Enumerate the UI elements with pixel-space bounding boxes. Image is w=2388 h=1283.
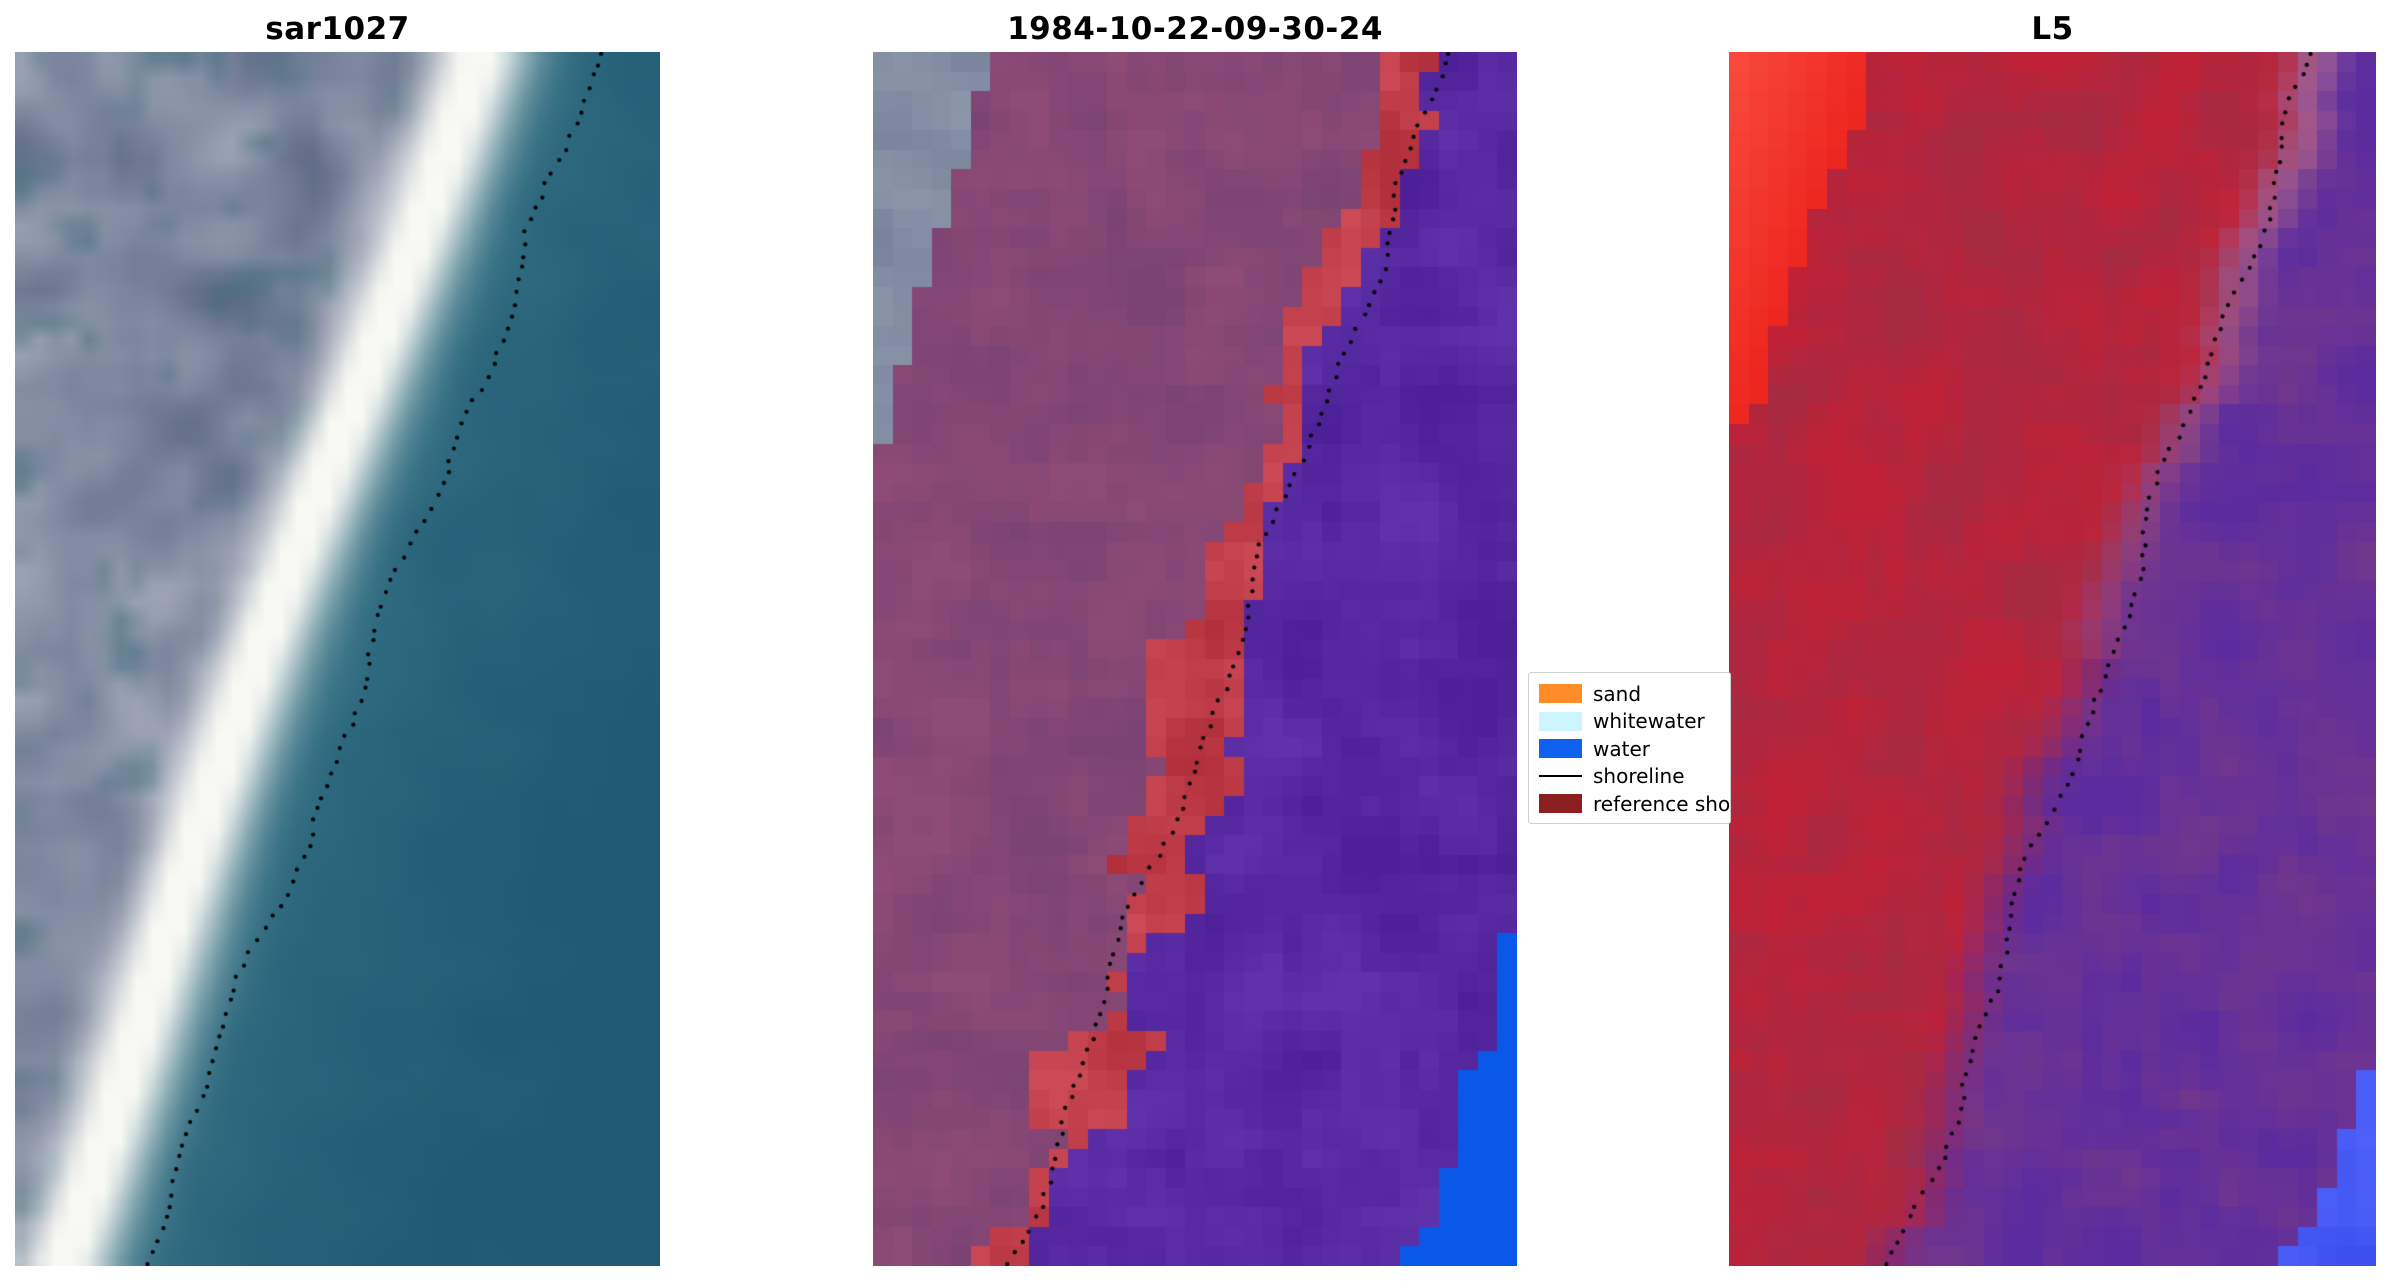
whitewater-swatch-icon (1539, 711, 1582, 731)
water-swatch-icon (1539, 739, 1582, 759)
legend: sand whitewater water shoreline referenc… (1528, 672, 1731, 824)
legend-label-sand: sand (1593, 681, 1642, 706)
sand-swatch-icon (1539, 684, 1582, 704)
legend-item-whitewater: whitewater (1539, 708, 1730, 736)
legend-label-whitewater: whitewater (1593, 709, 1705, 734)
panel-sar1027: sar1027 (15, 8, 660, 1266)
panel-title-l5: L5 (2031, 11, 2074, 47)
panel-l5: L5 (1729, 8, 2376, 1266)
sar-image-canvas (15, 52, 660, 1266)
legend-item-sand: sand (1539, 680, 1730, 708)
legend-item-reference-shoreline: reference shoreline (1539, 790, 1730, 818)
landsat-image-canvas (1729, 52, 2376, 1266)
panel-title-sar1027: sar1027 (265, 11, 410, 47)
classification-image-canvas (873, 52, 1517, 1266)
panel-classification: 1984-10-22-09-30-24 (873, 8, 1517, 1266)
legend-item-shoreline: shoreline (1539, 763, 1730, 791)
shoreline-line-icon (1539, 775, 1582, 778)
panel-title-classification: 1984-10-22-09-30-24 (1007, 11, 1383, 47)
legend-label-reference-shoreline: reference shoreline (1593, 791, 1731, 816)
legend-label-water: water (1593, 736, 1650, 761)
legend-item-water: water (1539, 735, 1730, 763)
reference-shoreline-swatch-icon (1539, 794, 1582, 814)
legend-label-shoreline: shoreline (1593, 764, 1685, 789)
